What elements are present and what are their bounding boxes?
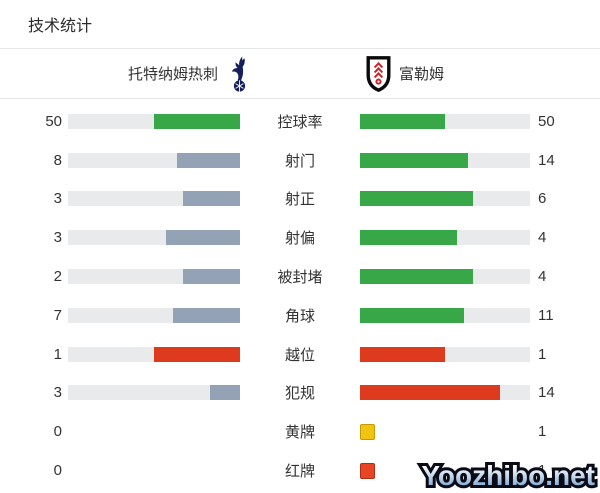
away-bar-fill (360, 191, 474, 207)
away-stat-value: 4 (538, 229, 547, 247)
home-stat-value: 8 (53, 151, 62, 169)
away-stat-bar (360, 152, 530, 168)
stat-label: 射偏 (284, 230, 315, 248)
home-stat-bar (68, 424, 240, 439)
page-title: 技术统计 (28, 18, 93, 35)
stat-label: 射门 (284, 152, 315, 170)
stat-label: 犯规 (284, 385, 315, 403)
away-bar-fill (360, 346, 445, 362)
away-stat-value: 6 (538, 190, 547, 208)
stat-row: 50 控球率 50 (28, 102, 572, 141)
home-team-name: 托特纳姆热刺 (127, 66, 218, 83)
watermark-text: Yoozhibo.net (421, 460, 595, 491)
away-stat-bar (360, 269, 530, 285)
away-stat-value: 50 (538, 112, 555, 130)
home-stat-value: 7 (53, 306, 62, 324)
away-bar-fill (360, 269, 474, 285)
away-stat-bar (360, 463, 530, 480)
stats-list: 50 控球率 50 8 射门 14 3 射正 6 3 射偏 4 2 被封堵 4 … (0, 99, 600, 490)
away-bar-fill (360, 385, 501, 401)
home-bar-fill (173, 307, 240, 323)
away-stat-value: 14 (538, 384, 555, 402)
stat-row: 0 红牌 1 (28, 451, 572, 490)
site-watermark: Yoozhibo.net Yoozhibo.net (418, 459, 598, 493)
stat-row: 8 射门 14 (28, 141, 572, 180)
away-bar-fill (360, 152, 469, 168)
home-stat-value: 3 (53, 190, 62, 208)
stat-row: 0 黄牌 1 (28, 412, 572, 451)
home-bar-fill (182, 269, 240, 285)
away-team-name: 富勒姆 (399, 66, 445, 83)
tottenham-crest-icon (226, 55, 252, 93)
away-bar-fill (360, 113, 445, 129)
away-stat-bar (360, 385, 530, 401)
away-team-header: 富勒姆 (366, 49, 444, 98)
stat-label: 射正 (284, 191, 315, 209)
teams-header: 托特纳姆热刺 (0, 49, 600, 99)
stat-row: 1 越位 1 (28, 335, 572, 374)
away-stat-value: 1 (538, 423, 547, 441)
stat-label: 黄牌 (284, 424, 315, 442)
home-stat-value: 1 (53, 345, 62, 363)
home-stat-bar (68, 307, 240, 323)
away-stat-value: 11 (538, 306, 554, 324)
away-bar-fill (360, 230, 458, 246)
stat-label: 红牌 (284, 463, 315, 481)
away-stat-bar (360, 191, 530, 207)
home-stat-bar (68, 230, 240, 246)
home-stat-value: 0 (53, 462, 62, 480)
home-bar-fill (154, 346, 240, 362)
stat-label: 越位 (284, 346, 315, 364)
title-bar: 技术统计 (0, 0, 600, 49)
stat-row: 3 射正 6 (28, 180, 572, 219)
stat-row: 3 犯规 14 (28, 374, 572, 413)
home-stat-bar (68, 385, 240, 401)
home-bar-fill (182, 191, 240, 207)
away-stat-bar (360, 230, 530, 246)
home-stat-bar (68, 191, 240, 207)
away-stat-value: 1 (538, 345, 547, 363)
stat-label: 控球率 (277, 113, 323, 131)
away-stat-value: 14 (538, 151, 555, 169)
watermark-outline: Yoozhibo.net (418, 459, 598, 493)
home-team-header: 托特纳姆热刺 (128, 49, 252, 98)
home-bar-fill (154, 113, 240, 129)
stat-label: 角球 (284, 307, 315, 325)
away-stat-bar (360, 307, 530, 323)
away-stat-value: 1 (530, 462, 572, 479)
home-stat-value: 3 (53, 384, 62, 402)
home-bar-fill (177, 152, 240, 168)
home-stat-bar (68, 152, 240, 168)
home-stat-value: 0 (53, 423, 62, 441)
home-stat-value: 3 (53, 229, 62, 247)
home-bar-fill (166, 230, 240, 246)
away-stat-bar (360, 424, 530, 441)
away-stat-value: 4 (538, 268, 547, 286)
stat-label: 被封堵 (277, 269, 323, 287)
stat-row: 7 角球 11 (28, 296, 572, 335)
home-stat-value: 2 (53, 268, 62, 286)
home-stat-bar (68, 269, 240, 285)
home-stat-bar (68, 113, 240, 129)
stat-row: 2 被封堵 4 (28, 257, 572, 296)
home-stat-bar (68, 346, 240, 362)
fulham-crest-icon (366, 55, 391, 92)
home-bar-fill (209, 385, 240, 401)
home-stat-bar (68, 463, 240, 478)
away-stat-bar (360, 346, 530, 362)
away-bar-fill (360, 463, 375, 480)
away-stat-bar (360, 113, 530, 129)
away-bar-fill (360, 307, 464, 323)
away-bar-fill (360, 424, 375, 441)
home-stat-value: 50 (45, 112, 62, 130)
stat-row: 3 射偏 4 (28, 218, 572, 257)
